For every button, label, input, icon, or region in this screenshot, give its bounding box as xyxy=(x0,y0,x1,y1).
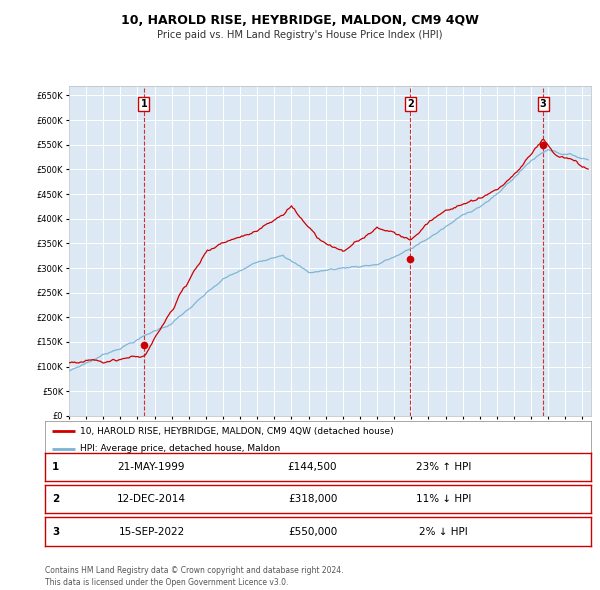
Text: Contains HM Land Registry data © Crown copyright and database right 2024.
This d: Contains HM Land Registry data © Crown c… xyxy=(45,566,343,587)
Text: Price paid vs. HM Land Registry's House Price Index (HPI): Price paid vs. HM Land Registry's House … xyxy=(157,31,443,40)
Text: £550,000: £550,000 xyxy=(288,527,337,536)
Text: 15-SEP-2022: 15-SEP-2022 xyxy=(118,527,185,536)
Text: £318,000: £318,000 xyxy=(288,494,337,504)
Text: 10, HAROLD RISE, HEYBRIDGE, MALDON, CM9 4QW: 10, HAROLD RISE, HEYBRIDGE, MALDON, CM9 … xyxy=(121,14,479,27)
Text: 3: 3 xyxy=(52,527,59,536)
Text: 12-DEC-2014: 12-DEC-2014 xyxy=(117,494,186,504)
Text: 11% ↓ HPI: 11% ↓ HPI xyxy=(416,494,471,504)
Text: 1: 1 xyxy=(140,99,148,109)
Text: £144,500: £144,500 xyxy=(288,462,337,471)
Text: 3: 3 xyxy=(540,99,547,109)
Text: 10, HAROLD RISE, HEYBRIDGE, MALDON, CM9 4QW (detached house): 10, HAROLD RISE, HEYBRIDGE, MALDON, CM9 … xyxy=(80,427,394,435)
Text: 2: 2 xyxy=(407,99,414,109)
Text: 2% ↓ HPI: 2% ↓ HPI xyxy=(419,527,468,536)
Text: 23% ↑ HPI: 23% ↑ HPI xyxy=(416,462,471,471)
Text: 1: 1 xyxy=(52,462,59,471)
Text: 21-MAY-1999: 21-MAY-1999 xyxy=(118,462,185,471)
Text: 2: 2 xyxy=(52,494,59,504)
Text: HPI: Average price, detached house, Maldon: HPI: Average price, detached house, Mald… xyxy=(80,444,281,453)
